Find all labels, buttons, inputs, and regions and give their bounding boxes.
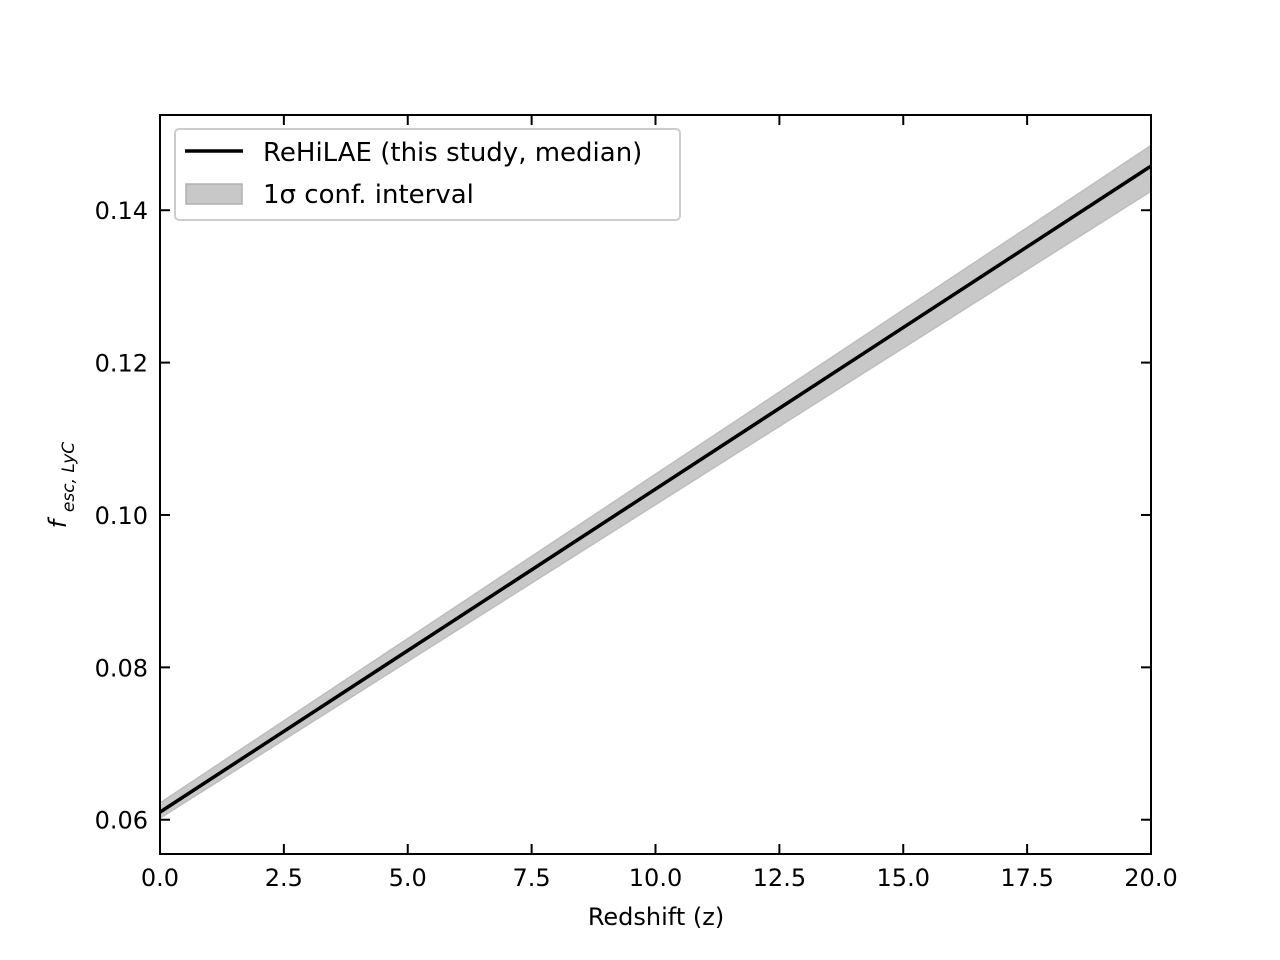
y-tick-label: 0.06 (95, 807, 148, 835)
x-tick-label: 2.5 (265, 864, 303, 892)
x-tick-label: 10.0 (629, 864, 682, 892)
confidence-band (159, 144, 1152, 820)
legend: ReHiLAE (this study, median) 1σ conf. in… (174, 128, 681, 221)
median-line-layer (159, 164, 1152, 814)
y-axis-ticks: 0.06 0.08 0.10 0.12 0.14 (95, 197, 1151, 835)
median-line (159, 164, 1152, 814)
legend-label-median: ReHiLAE (this study, median) (263, 138, 642, 168)
x-tick-label: 20.0 (1124, 864, 1177, 892)
x-tick-label: 5.0 (389, 864, 427, 892)
legend-box (174, 128, 681, 221)
y-tick-label: 0.12 (95, 350, 148, 378)
y-axis-label: f esc, LyC (44, 442, 79, 528)
y-axis-label-main: f (44, 516, 72, 528)
x-tick-label: 0.0 (141, 864, 179, 892)
legend-band-swatch (185, 183, 243, 205)
x-tick-label: 12.5 (753, 864, 806, 892)
y-tick-label: 0.14 (95, 197, 148, 225)
legend-label-band: 1σ conf. interval (263, 180, 474, 210)
y-tick-label: 0.10 (95, 502, 148, 530)
x-tick-label: 17.5 (1000, 864, 1053, 892)
x-tick-label: 15.0 (877, 864, 930, 892)
x-axis-ticks: 0.0 2.5 5.0 7.5 10.0 12.5 15.0 17.5 20.0 (141, 115, 1178, 892)
confidence-band-layer (159, 144, 1152, 820)
y-axis-label-sub: esc, LyC (59, 442, 79, 512)
x-tick-label: 7.5 (513, 864, 551, 892)
y-tick-label: 0.08 (95, 654, 148, 682)
x-axis-label: Redshift (z) (588, 903, 724, 931)
